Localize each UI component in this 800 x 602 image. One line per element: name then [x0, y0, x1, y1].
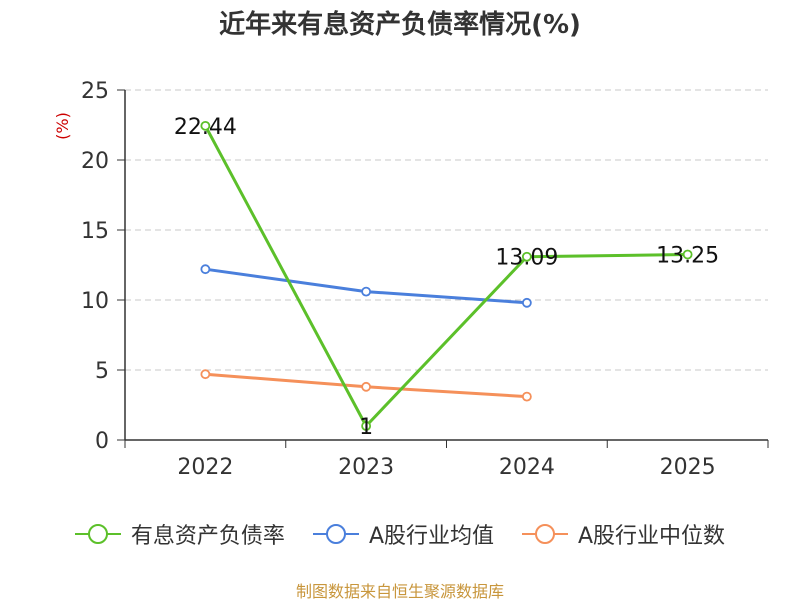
data-point — [521, 297, 532, 308]
legend-swatch-icon — [312, 524, 359, 544]
y-axis-label: (%) — [53, 112, 72, 140]
y-tick-label: 5 — [95, 359, 109, 384]
series-line — [204, 125, 688, 428]
source-note: 制图数据来自恒生聚源数据库 — [295, 582, 504, 601]
legend-label: 有息资产负债率 — [130, 524, 285, 549]
data-point — [361, 286, 372, 297]
chart-title: 近年来有息资产负债率情况(%) — [219, 10, 581, 40]
x-tick-label: 2024 — [499, 455, 555, 480]
data-label: 22.44 — [174, 115, 237, 140]
data-point — [361, 421, 372, 431]
legend-item[interactable]: A股行业中位数 — [522, 518, 725, 550]
data-point — [521, 251, 532, 262]
y-tick-label: 20 — [81, 149, 109, 174]
x-tick-label: 2022 — [177, 455, 233, 480]
legend-item[interactable]: 有息资产负债率 — [74, 518, 285, 550]
legend-item[interactable]: A股行业均值 — [312, 518, 494, 550]
legend-swatch-icon — [74, 524, 121, 544]
x-tick-label: 2023 — [338, 455, 394, 480]
data-point — [200, 264, 211, 275]
data-label: 13.09 — [495, 246, 558, 271]
data-point — [361, 381, 372, 392]
y-tick-label: 0 — [95, 429, 109, 454]
grid-lines — [125, 89, 768, 371]
data-point — [200, 120, 211, 131]
legend-label: A股行业均值 — [368, 524, 494, 549]
data-label: 13.25 — [656, 244, 719, 269]
data-point — [200, 369, 211, 380]
legend-label: A股行业中位数 — [578, 524, 726, 549]
series-group — [200, 120, 693, 431]
series-line — [205, 267, 527, 305]
y-tick-label: 10 — [81, 289, 109, 314]
data-label: 1 — [359, 415, 373, 440]
data-point — [682, 249, 693, 260]
data-point — [521, 391, 532, 402]
y-tick-label: 25 — [81, 79, 109, 104]
legend: 有息资产负债率 A股行业均值 A股行业中位数 — [0, 518, 800, 550]
x-tick-label: 2025 — [660, 455, 716, 480]
legend-swatch-icon — [522, 524, 568, 544]
data-labels: 22.44 1 13.09 13.25 — [174, 115, 719, 440]
y-tick-label: 15 — [81, 219, 109, 244]
